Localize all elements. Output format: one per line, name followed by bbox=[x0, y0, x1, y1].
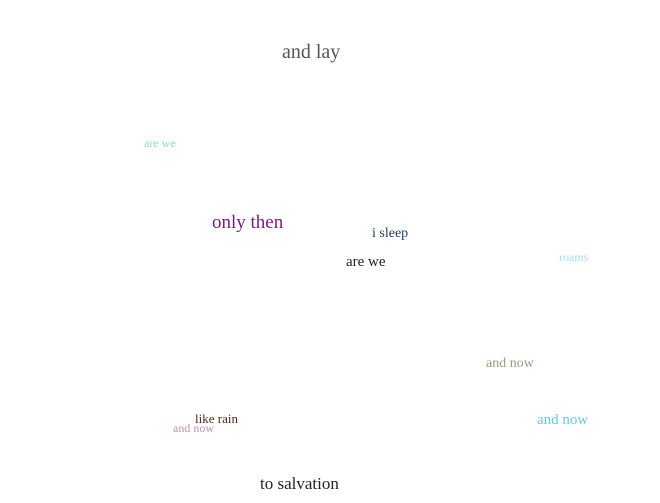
word-only-then: only then bbox=[212, 212, 284, 233]
word-are-we: are we bbox=[144, 136, 176, 150]
word-i-sleep: i sleep bbox=[372, 226, 409, 241]
word-to-salvation: to salvation bbox=[260, 474, 339, 493]
word-are-we-2: are we bbox=[346, 254, 386, 270]
word-and-now: and now bbox=[486, 356, 534, 371]
word-and-now-3: and now bbox=[173, 421, 214, 435]
word-roams: roams bbox=[559, 250, 589, 264]
word-and-lay: and lay bbox=[282, 41, 341, 63]
word-and-now-2: and now bbox=[537, 412, 589, 428]
word-like-rain: like rain bbox=[195, 411, 238, 426]
